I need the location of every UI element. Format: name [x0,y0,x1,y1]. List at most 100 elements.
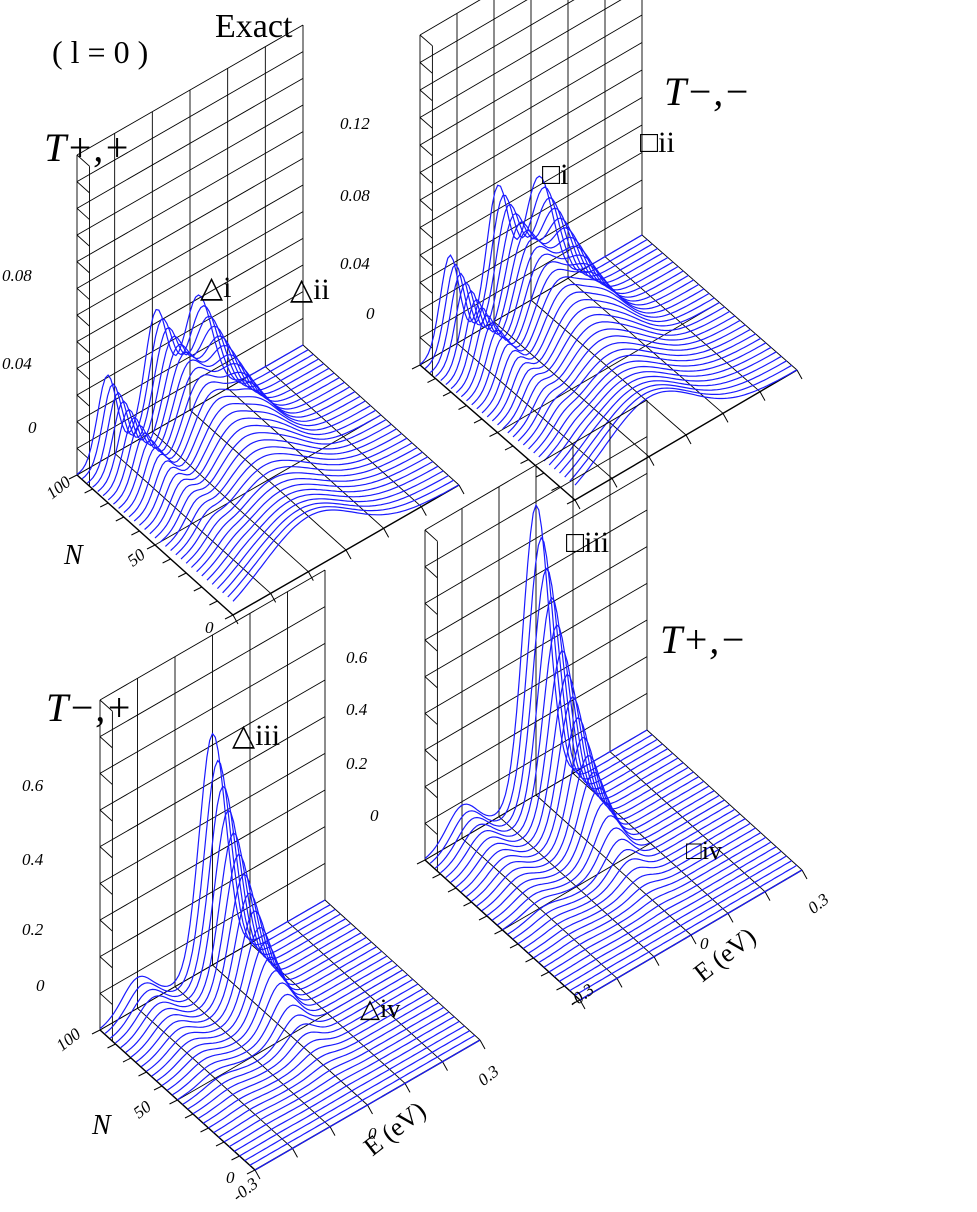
series-curve [180,437,408,560]
series-curve [244,1030,470,1162]
tick-mark [246,1169,256,1175]
wall-grid-line [76,77,304,209]
side-wall-line [76,341,90,354]
tick-mark [432,873,441,879]
tick-mark [551,486,560,491]
side-wall-line [424,676,438,689]
tick-mark [122,1057,132,1063]
series-curve [564,360,787,478]
y-tick-label: 0 [205,618,214,637]
wall-grid-line [76,237,304,369]
series-curve [496,794,720,926]
wall-grid-line [419,69,643,201]
wall-grid-line [99,679,326,811]
z-tick-label: 0.2 [22,920,44,939]
series-curve [135,892,362,1063]
series-curve [424,186,648,369]
side-wall-line [99,809,113,822]
series-curve [97,335,325,492]
series-curve [486,291,710,418]
series-curve [115,809,341,1044]
series-curve [125,853,352,1053]
series-curve [574,864,798,996]
series-curve [460,253,684,398]
wall-grid-line [419,124,643,256]
series-curve [232,484,460,602]
series-curve [455,673,679,888]
tick-mark [68,474,78,480]
tick-mark [566,499,576,505]
series-curve [476,276,700,410]
z-tick-label: 0.04 [340,254,370,273]
wall-grid-line [76,131,304,263]
z-tick-label: 0.4 [346,700,368,719]
side-wall-line [76,394,90,407]
wall-grid-line [419,0,622,118]
side-wall-line [99,846,113,859]
panel-label-tpp: T+,+ [44,125,131,170]
series-curve [161,955,388,1086]
side-wall-line [76,314,90,327]
side-wall-line [99,919,113,932]
tick-mark [478,915,488,921]
tick-mark [579,999,586,1010]
series-curve [81,305,309,480]
z-tick-label: 0.4 [22,850,44,869]
tick-mark [520,459,529,464]
side-wall-line [419,254,433,267]
tick-mark [224,614,234,620]
series-curve [465,717,689,898]
series-curve [170,428,397,552]
series-curve [440,217,663,382]
tick-mark [131,530,140,536]
wall-grid-line [99,862,326,994]
wall-grid-line [76,184,304,316]
series-curve [450,236,674,390]
side-wall-line [424,566,438,579]
series-curve [128,388,356,518]
side-wall-line [76,154,90,167]
series-curve [104,759,331,1034]
series-curve [187,978,414,1110]
panel-label-tmp: T−,+ [46,685,133,730]
tick-mark [764,891,771,901]
series-curve [527,822,751,954]
wall-grid-line [424,546,648,678]
tick-mark [463,901,472,907]
series-curve [507,804,730,935]
peak-label: △iii [232,719,281,752]
tick-mark [616,978,623,988]
series-curve [76,294,304,475]
series-curve [434,567,658,869]
wall-grid-line [424,692,648,824]
y-tick-label: 0 [226,1168,235,1187]
series-curve [234,1020,460,1152]
peak-label: □iv [686,836,722,865]
series-curve [211,465,439,585]
series-curve [543,342,767,462]
tick-mark [270,593,277,603]
series-curve [435,207,658,378]
side-wall-line [99,992,113,1005]
series-curve [502,799,725,931]
y-axis-label: N [92,1110,111,1141]
panel-label-tpm: T+,− [660,617,747,662]
tick-mark [420,506,427,516]
tick-mark [479,1039,486,1050]
series-curve [543,836,767,968]
tick-mark [367,1104,373,1115]
z-tick-label: 0 [370,806,379,825]
series-curve [139,400,366,526]
z-tick-label: 0.04 [2,354,32,373]
tick-mark [458,484,465,495]
side-wall-line [424,822,438,835]
series-curve [228,1016,455,1148]
wall-grid-line [99,789,326,921]
condition-label: ( l = 0 ) [52,34,149,70]
z-tick-label: 0 [36,976,45,995]
tick-mark [383,528,390,538]
tick-mark [107,1043,116,1049]
tick-mark [138,1071,147,1077]
series-curve [239,1025,465,1157]
